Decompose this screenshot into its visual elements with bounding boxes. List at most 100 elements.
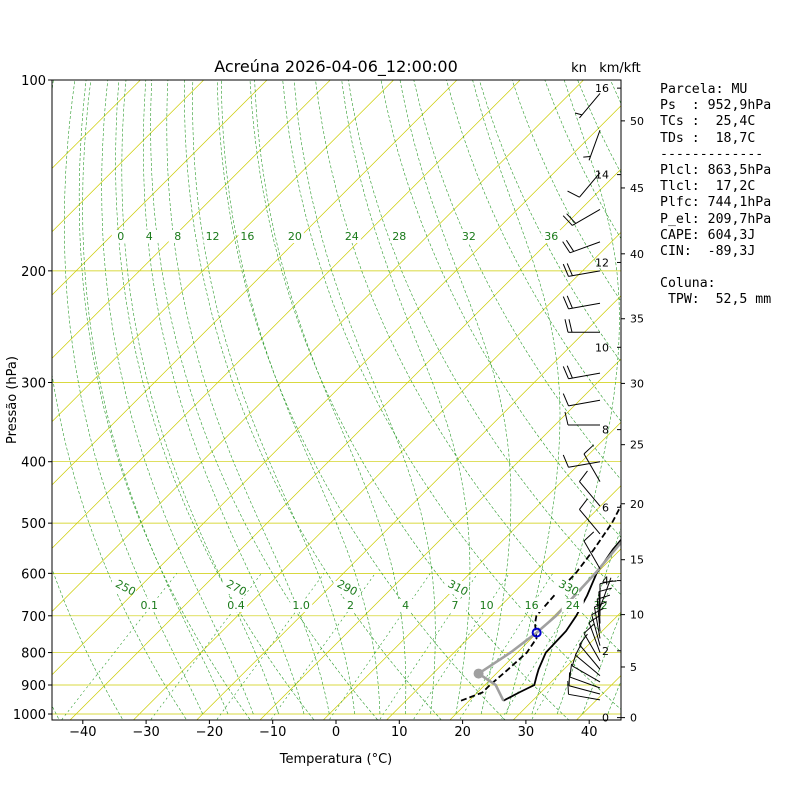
x-tick-label: 30: [518, 725, 535, 740]
wind-unit-label: kn: [571, 61, 587, 76]
wind-barb: [564, 319, 600, 333]
wind-barb: [574, 93, 601, 119]
dry-adiabat: [52, 568, 124, 720]
dewpoint-line: [460, 503, 621, 702]
isotherm: [52, 80, 394, 423]
y-tick-label: 900: [21, 679, 46, 694]
label-bg: [444, 599, 467, 612]
wind-barb: [562, 208, 601, 226]
isotherm: [52, 80, 204, 233]
mixing-ratio-label: 16: [525, 599, 539, 612]
kft-tick-label: 10: [630, 609, 644, 622]
y-tick-label: 500: [21, 517, 46, 532]
moist-adiabat: [472, 80, 561, 715]
label-bg: [222, 581, 247, 594]
mixing-ratio-label: 0.1: [141, 599, 159, 612]
label-bg: [459, 230, 478, 243]
info-line: P_el: 209,7hPa: [660, 211, 772, 227]
isotherm: [386, 485, 621, 720]
kft-tick-label: 45: [630, 182, 644, 195]
wind-barb: [579, 498, 601, 535]
info-line: [660, 260, 771, 276]
info-line: TCs : 25,4C: [660, 114, 756, 130]
label-bg: [542, 230, 561, 243]
km-tick-label: 10: [595, 341, 609, 354]
x-tick-label: −30: [132, 725, 159, 740]
isotherm: [52, 80, 584, 612]
moist-adiabat: [63, 80, 203, 715]
wind-barb: [569, 663, 601, 689]
info-line: Parcela: MU: [660, 82, 748, 97]
wind-barb: [562, 393, 601, 407]
parcel-line: [476, 540, 621, 702]
wind-barbs: [562, 93, 617, 701]
wind-barb: [579, 633, 601, 670]
dry-adiabat: [52, 80, 188, 720]
y-tick-label: 100: [21, 74, 46, 89]
dry-adiabat: [774, 80, 800, 727]
isotherm: [52, 80, 521, 549]
theta-label: 310: [446, 577, 471, 598]
temperature-line: [502, 538, 621, 702]
label-bg: [224, 599, 247, 612]
kft-tick-label: 5: [630, 661, 637, 674]
y-tick-label: 700: [21, 610, 46, 625]
moist-adiabat: [82, 80, 229, 715]
moist-adiabat: [192, 80, 355, 715]
mixing-ratio-line: [216, 573, 325, 720]
y-tick-label: 400: [21, 456, 46, 471]
x-tick-label: 40: [581, 725, 598, 740]
mixing-ratio-label: 4: [402, 599, 409, 612]
theta-e-label: 12: [206, 230, 220, 243]
theta-e-label: 4: [146, 230, 153, 243]
isotherm: [69, 168, 621, 720]
chart-title: Acreúna 2026-04-06_12:00:00: [214, 57, 458, 77]
mixing-ratio-label: 2: [347, 599, 354, 612]
km-tick-label: 12: [595, 256, 609, 269]
dry-adiabat: [150, 80, 379, 720]
isotherm: [52, 80, 331, 359]
info-line: CIN: -89,3J: [660, 243, 756, 259]
isotherm: [52, 80, 268, 296]
wind-barb: [568, 672, 601, 695]
wind-barb: [562, 454, 601, 468]
mixing-ratio-label: 10: [480, 599, 494, 612]
label-bg: [339, 599, 362, 612]
wind-barb: [567, 680, 601, 701]
wind-barb: [583, 623, 601, 662]
km-tick-label: 0: [602, 712, 609, 725]
label-bg: [444, 581, 469, 594]
label-bg: [111, 581, 136, 594]
y-tick-label: 300: [21, 376, 46, 391]
mixing-ratio-label: 7: [452, 599, 459, 612]
y-axis-label: Pressão (hPa): [5, 356, 20, 444]
label-bg: [111, 230, 130, 243]
theta-e-label: 24: [345, 230, 359, 243]
isotherm: [512, 611, 621, 720]
label-bg: [394, 599, 417, 612]
info-line: Tlcl: 17,2C: [660, 179, 756, 195]
label-bg: [520, 599, 543, 612]
wind-barb: [593, 601, 607, 639]
isotherm: [132, 231, 621, 720]
dry-adiabat: [78, 80, 251, 720]
theta-e-label: 8: [174, 230, 181, 243]
wind-barb: [588, 614, 601, 653]
info-line: Ps : 952,9hPa: [660, 98, 772, 114]
x-tick-label: 0: [332, 725, 340, 740]
moist-adiabat: [531, 80, 620, 715]
height-axis: 0 2 4 6 8 10 12 14 16 0 5 10 15 20 25 30 35 40 45 50: [595, 80, 644, 725]
theta-e-label: 16: [240, 230, 254, 243]
label-bg: [140, 230, 159, 243]
theta-label: 330: [556, 577, 581, 598]
theta-e-label: 0: [117, 230, 124, 243]
mixing-ratio-line: [412, 573, 510, 720]
kft-tick-label: 30: [630, 377, 644, 390]
kft-tick-label: 35: [630, 313, 644, 326]
mixing-ratio-line: [328, 573, 431, 720]
x-tick-label: 20: [454, 725, 471, 740]
moist-adiabat: [221, 80, 381, 714]
km-tick-label: 14: [595, 169, 609, 182]
km-tick-label: 8: [602, 424, 609, 437]
moist-adiabat: [341, 80, 471, 715]
